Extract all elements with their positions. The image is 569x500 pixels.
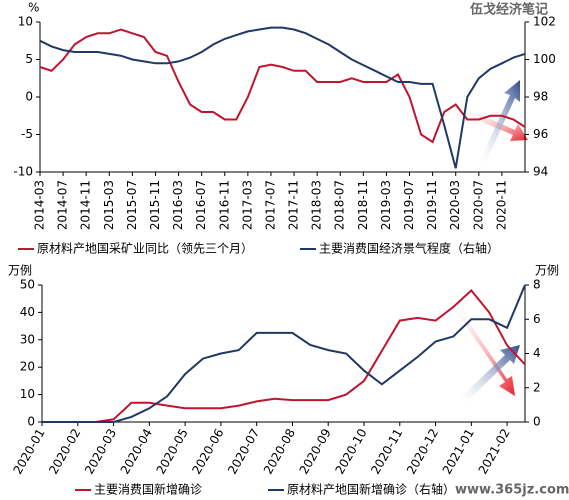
x-tick-label: 2020-11 <box>494 180 508 230</box>
x-tick-label: 2020-11 <box>368 426 405 476</box>
y2-tick-label: 102 <box>533 15 556 29</box>
line-series <box>42 289 526 423</box>
watermark: 伍戈经济笔记 <box>469 2 548 18</box>
x-tick-label: 2015-03 <box>102 180 116 230</box>
x-tick-label: 2017-07 <box>263 180 277 230</box>
y-tick-label: 30 <box>20 332 35 346</box>
x-tick-label: 2018-11 <box>356 180 370 230</box>
legend-label: 原材料产地国新增确诊（右轴） <box>287 482 455 497</box>
x-tick-label: 2016-07 <box>194 180 208 230</box>
y2-tick-label: 2 <box>533 380 541 394</box>
x-tick-label: 2014-07 <box>56 180 70 230</box>
x-tick-label: 2020-06 <box>189 426 226 476</box>
line-series <box>42 284 526 423</box>
arrow <box>480 80 520 162</box>
legend-label: 原材料产地国采矿业同比（领先三个月） <box>37 242 253 256</box>
x-tick-label: 2020-03 <box>82 426 119 476</box>
y2-axis-label: 万例 <box>535 264 559 278</box>
y-axis-label: % <box>28 1 39 15</box>
watermark: www.365jz.com <box>455 483 569 498</box>
x-tick-label: 2015-11 <box>148 180 162 230</box>
y-tick-label: 0 <box>27 415 35 429</box>
x-tick-label: 2020-09 <box>297 426 334 476</box>
x-tick-label: 2017-03 <box>240 180 254 230</box>
x-tick-label: 2019-07 <box>402 180 416 230</box>
y-tick-label: 10 <box>20 387 35 401</box>
y-tick-label: 20 <box>20 360 35 374</box>
x-tick-label: 2017-11 <box>287 180 301 230</box>
y2-tick-label: 94 <box>533 165 548 179</box>
y-tick-label: -5 <box>21 127 33 141</box>
x-tick-label: 2015-07 <box>125 180 139 230</box>
y-tick-label: 40 <box>20 305 35 319</box>
arrow <box>460 345 520 403</box>
legend-label: 主要消费国新增确诊 <box>94 482 202 497</box>
x-tick-label: 2020-07 <box>225 426 262 476</box>
x-tick-label: 2018-07 <box>333 180 347 230</box>
x-tick-label: 2016-03 <box>171 180 185 230</box>
y-tick-label: 50 <box>20 278 35 292</box>
y2-tick-label: 100 <box>533 52 556 66</box>
legend-label: 主要消费国经济景气程度（右轴） <box>319 241 499 256</box>
y2-tick-label: 8 <box>533 278 541 292</box>
x-tick-label: 2020-03 <box>448 180 462 230</box>
x-tick-label: 2020-01 <box>10 426 47 476</box>
x-tick-label: 2019-03 <box>379 180 393 230</box>
y2-tick-label: 96 <box>533 127 548 141</box>
x-tick-label: 2020-02 <box>46 426 83 476</box>
x-tick-label: 2020-10 <box>332 426 369 476</box>
x-tick-label: 2019-11 <box>425 180 439 230</box>
x-tick-label: 2014-03 <box>33 180 47 230</box>
y2-tick-label: 98 <box>533 90 548 104</box>
x-tick-label: 2014-11 <box>79 180 93 230</box>
x-tick-label: 2021-02 <box>476 426 513 476</box>
line-series <box>39 28 526 144</box>
y2-tick-label: 6 <box>533 312 541 326</box>
x-tick-label: 2020-08 <box>261 426 298 476</box>
y-tick-label: 10 <box>18 15 33 29</box>
y2-tick-label: 4 <box>533 346 541 360</box>
x-tick-label: 2020-12 <box>404 426 441 476</box>
y-tick-label: 5 <box>25 52 33 66</box>
x-tick-label: 2021-01 <box>440 426 477 476</box>
x-tick-label: 2016-11 <box>217 180 231 230</box>
line-series <box>39 26 526 169</box>
x-tick-label: 2020-07 <box>471 180 485 230</box>
x-tick-label: 2018-03 <box>310 180 324 230</box>
y-axis-label: 万例 <box>8 264 32 278</box>
y-tick-label: -10 <box>13 165 33 179</box>
y2-tick-label: 0 <box>533 415 541 429</box>
y-tick-label: 0 <box>25 90 33 104</box>
x-tick-label: 2020-04 <box>118 426 155 476</box>
arrow <box>455 306 515 396</box>
x-tick-label: 2020-05 <box>154 426 191 476</box>
